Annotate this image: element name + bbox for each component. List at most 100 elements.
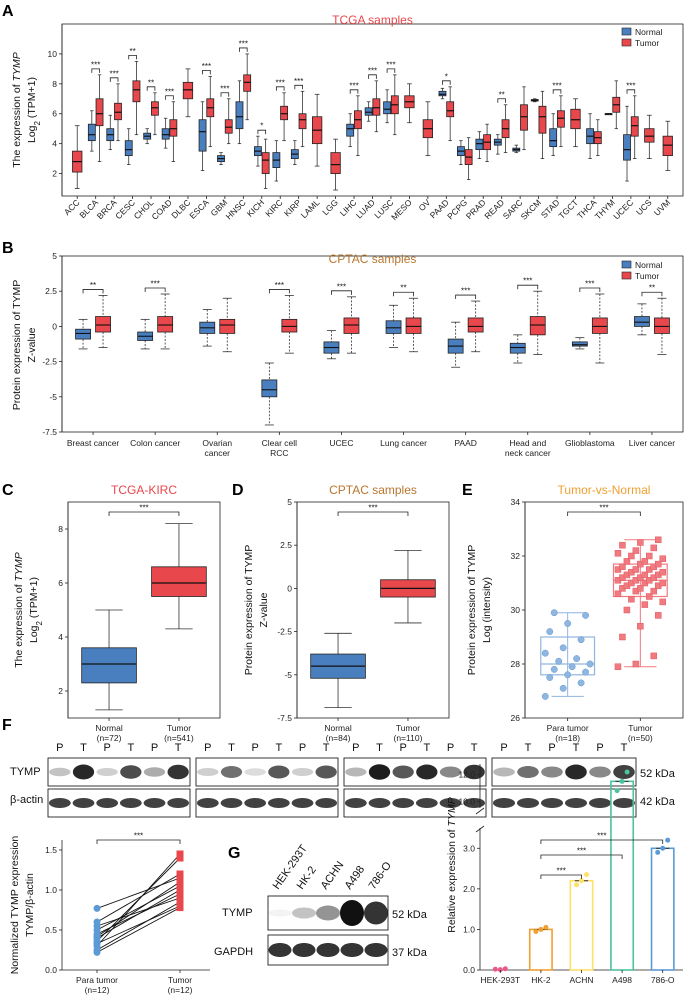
panel-a-y-tick-label: 10 [48,49,58,59]
panel-a-LUSC-normal-box [383,101,392,115]
panel-g-point [619,778,625,784]
panel-b-0-tumor-box [95,316,111,333]
panel-label-b: B [2,240,14,257]
panel-c-kirc-boxplot: TCGA-KIRC 2 4 6 8 The expression of TYMPLog2 … [13,483,221,743]
panel-b-0-normal-box [75,328,91,340]
panel-b-ylabel-1-part: Protein expression of TYMP [11,280,23,411]
panel-f-band-tymp [589,766,611,778]
panel-e-point-para [564,671,572,679]
panel-a-y-tick-label: 8 [52,79,57,89]
panel-a-sig-label: *** [220,84,229,93]
panel-a-x-label: DLBC [169,197,192,220]
panel-f-lane-label: T [471,742,478,754]
panel-a-HNSC-normal-box [235,101,244,130]
panel-b-x-label: Colon cancer [130,438,180,448]
panel-f-band-actin [439,798,462,808]
panel-g-52kda: 52 kDa [392,909,428,921]
panel-c-ylabel-1: The expression of TYMP [13,552,25,668]
panel-f-x-label: Para tumor [76,975,118,985]
panel-b-x-label-line: Clear cell [262,438,298,448]
panel-a-sig-label: *** [552,81,561,90]
panel-g-lane-label: A498 [343,864,368,892]
panel-e-point-para [568,663,576,671]
panel-g-point [614,788,620,794]
panel-e-point-tumor [614,663,622,670]
panel-g-point [655,849,661,855]
panel-f-band-actin [244,798,267,808]
panel-f-lane-label: P [56,742,63,754]
panel-f-lane-label: P [596,742,603,754]
panel-g-point [574,882,579,888]
panel-f-band-actin [344,798,367,808]
panel-d-n-label: (n=110) [394,733,423,743]
panel-f-lane-label: P [500,742,507,754]
panel-e-y-tick-label: 32 [511,551,521,561]
panel-g-band-tymp [268,909,292,917]
panel-b-x-label: Lung cancer [380,438,427,448]
panel-f-42kda: 42 kDa [640,796,676,808]
panel-f-band-tymp [463,764,485,780]
panel-f-band-actin [96,798,119,808]
panel-d-y-tick-label: 0 [287,583,292,593]
panel-f-lane-label: T [127,742,134,754]
panel-a-sig-bracket [165,95,174,100]
panel-a-ylabel-1-part: The expression of [11,81,23,167]
panel-b-x-label: Clear cell RCC [262,438,298,458]
panel-c-ylabel-2: Log2 (TPM+1) [28,577,44,643]
panel-c-x-label: Tumor [167,723,191,733]
panel-f-n-label: (n=12) [85,985,110,995]
panel-b-y-tick-label: 5 [52,251,57,261]
panel-e-point-tumor [646,552,653,560]
panel-b-sig-bracket [82,289,104,294]
panel-a-ylabel-2: Log2 (TPM+1) [26,77,42,143]
panel-b-sig-bracket [144,287,166,293]
panel-e-y-tick-label: 26 [511,713,521,723]
panel-g-band-gapdh [292,943,316,957]
panel-b-1-tumor-box [157,316,174,333]
panel-f-band-actin [291,798,314,808]
panel-f-band-tymp [517,766,539,778]
panel-e-point-tumor [650,544,658,552]
panel-e-x-label: Tumor [628,723,652,733]
panel-c-y-tick-label: 6 [58,578,63,588]
panel-e-point-para [564,620,572,627]
panel-f-band-tymp [493,767,515,777]
panel-f-lane-label: T [175,742,182,754]
panel-a-y-tick-label: 2 [52,169,57,179]
panel-e-point-para [577,679,585,687]
panel-label-a: A [2,3,14,20]
panel-e-point-tumor [632,547,640,554]
panel-a-sig-label: ** [499,90,505,99]
panel-g-y-tick-label: 12.0 [458,770,475,780]
panel-e-point-tumor [632,566,640,573]
panel-e-point-tumor [659,568,666,576]
panel-f-pair-line [96,907,181,953]
panel-g-x-label: A498 [612,975,632,985]
panel-a-sig-label: ** [129,47,135,56]
panel-g-lane-label: ACHN [319,859,347,891]
panel-f-point-para [93,918,101,926]
panel-c-ylabel-1-part: The expression of [13,581,25,667]
panel-g-sig-label: *** [597,832,606,841]
panel-b-ylabel-2: Z-value [26,327,38,362]
panel-e-point-tumor [654,560,662,568]
panel-f-blot-tymp-1 [195,757,339,787]
panel-a-sig-label: *** [91,60,100,69]
panel-f-band-actin [540,798,564,808]
panel-a-KIRC-tumor-box [280,105,288,121]
panel-g-37kda: 37 kDa [392,947,428,959]
panel-c-ylabel-2-part: (TPM+1) [28,577,40,621]
panel-e-ylabel-1: Protein expression of TYMP [466,545,478,676]
panel-f-band-tymp [345,767,367,777]
panel-b-sig-bracket [455,294,477,300]
panel-a-x-label: LUAD [354,197,377,220]
panel-b-sig-label: *** [150,280,159,289]
panel-e-point-para [550,609,558,617]
panel-a-tcga-boxplot: TCGA samples 2 4 6 8 10 The expression of TYMP… [11,13,684,222]
panel-e-point-para [559,684,567,692]
panel-g-y-tick-label: 10.0 [458,796,475,806]
panel-e-y-tick-label: 30 [511,605,521,615]
panel-a-ESCA-normal-box [198,119,207,152]
panel-c-x-label: Normal [95,723,123,733]
